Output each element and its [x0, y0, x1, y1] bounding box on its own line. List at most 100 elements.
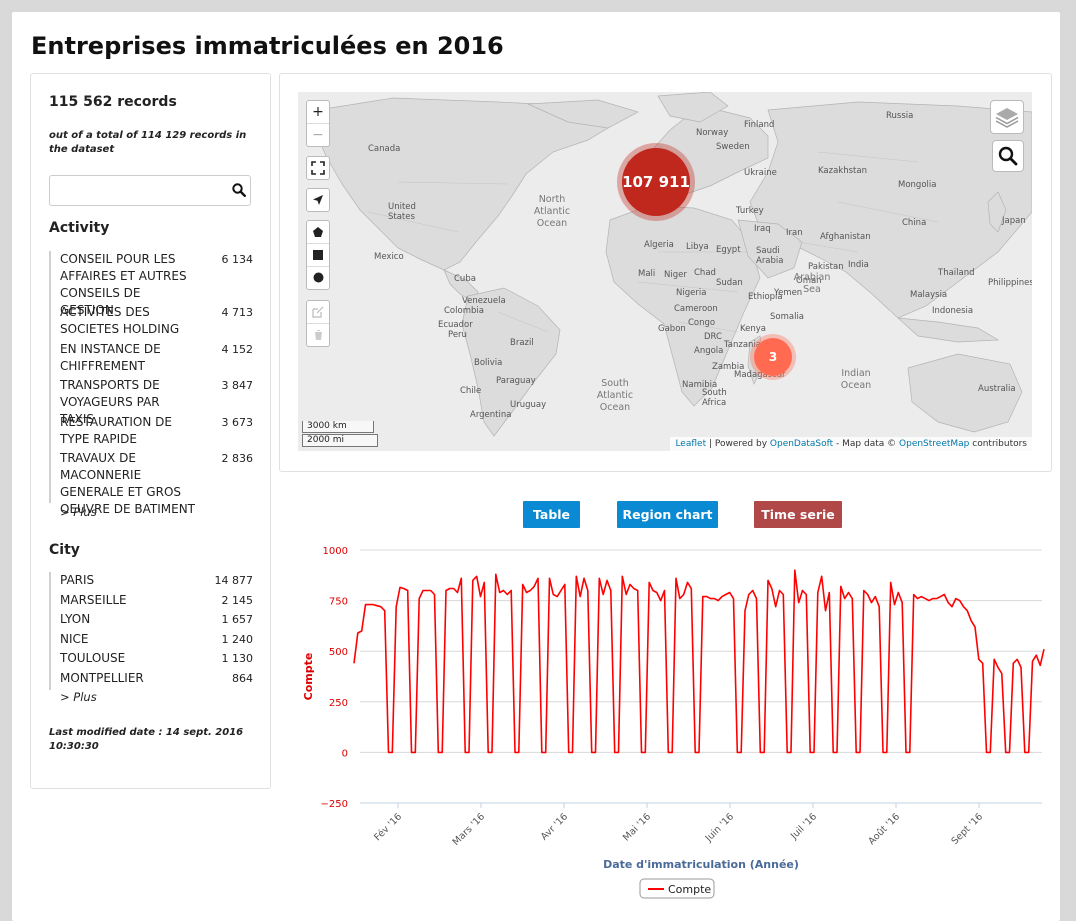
- search-icon: [998, 146, 1018, 166]
- facet-item[interactable]: TRAVAUX DE MACONNERIE GENERALE ET GROS O…: [51, 450, 253, 516]
- chart-ytick-label: 250: [329, 698, 348, 709]
- map-label: Malaysia: [910, 290, 948, 300]
- chart-series-line: [353, 569, 1045, 754]
- chart-ytick-label: −250: [321, 799, 348, 810]
- records-count: 115 562 records: [49, 94, 177, 110]
- filter-sidebar: 115 562 records out of a total of 114 12…: [30, 73, 271, 789]
- facet-count: 14 877: [214, 574, 254, 587]
- city-facet-title: City: [49, 542, 80, 558]
- map-label: Egypt: [716, 245, 741, 255]
- map-label: Madagascar: [734, 370, 786, 380]
- facet-item[interactable]: TRANSPORTS DE VOYAGEURS PAR TAXIS 3 847: [51, 377, 254, 426]
- table-button[interactable]: Table: [523, 501, 580, 528]
- chart-xlabel: Date d'immatriculation (Année): [603, 858, 799, 871]
- chart-xtick-label: Août '16: [866, 811, 902, 847]
- map-label: Canada: [368, 144, 401, 154]
- chart-xtick-label: Juil '16: [788, 811, 819, 842]
- chart-ytick-label: 1000: [323, 546, 348, 557]
- opendatasoft-link[interactable]: OpenDataSoft: [769, 439, 834, 449]
- facet-item[interactable]: MARSEILLE 2 145: [51, 592, 253, 612]
- map-label: Philippines: [988, 278, 1032, 288]
- map-label: Venezuela: [462, 296, 506, 306]
- facet-item[interactable]: TOULOUSE 1 130: [51, 650, 253, 670]
- map-label: Ethiopia: [748, 292, 783, 302]
- time-serie-button[interactable]: Time serie: [754, 501, 842, 528]
- map-label: Iraq: [754, 224, 771, 234]
- scale-mi: 2000 mi: [302, 434, 378, 447]
- city-more-link[interactable]: > Plus: [60, 690, 97, 704]
- facet-item[interactable]: EN INSTANCE DE CHIFFREMENT 4 152: [51, 341, 253, 377]
- search-field[interactable]: [54, 177, 228, 204]
- map-label: Niger: [664, 270, 687, 280]
- fullscreen-button[interactable]: [306, 156, 330, 180]
- map-label: Algeria: [644, 240, 674, 250]
- facet-count: 3 673: [221, 416, 254, 429]
- facet-item[interactable]: ACTIVITES DES SOCIETES HOLDING 4 713: [51, 304, 253, 341]
- map-label: Peru: [448, 330, 467, 340]
- search-icon[interactable]: [232, 182, 247, 201]
- draw-toolbar: [306, 220, 330, 290]
- map-label: South Africa: [702, 388, 727, 408]
- facet-count: 1 657: [221, 613, 254, 627]
- zoom-control: + −: [306, 100, 330, 147]
- map-label: Zambia: [712, 362, 745, 372]
- map-label: Thailand: [938, 268, 975, 278]
- facet-label: MONTPELLIER: [60, 670, 144, 685]
- zoom-out-button[interactable]: −: [312, 127, 324, 143]
- zoom-in-button[interactable]: +: [307, 101, 329, 124]
- chart-ytick-label: 500: [329, 647, 348, 658]
- facet-label: TRAVAUX DE MACONNERIE GENERALE ET GROS O…: [60, 451, 196, 516]
- map-label: DRC: [704, 332, 722, 342]
- map-label: Australia: [978, 384, 1016, 394]
- facet-count: 6 134: [221, 253, 254, 266]
- last-modified-date: Last modified date : 14 sept. 2016 10:30…: [49, 727, 244, 752]
- map-label: Saudi Arabia: [756, 246, 784, 266]
- map-label: Pakistan: [808, 262, 844, 272]
- region-chart-button[interactable]: Region chart: [617, 501, 718, 528]
- facet-count: 3 847: [221, 379, 254, 392]
- layers-icon: [995, 108, 1019, 128]
- chart-legend-label: Compte: [668, 883, 711, 896]
- edit-icon[interactable]: [307, 301, 329, 324]
- osm-link[interactable]: OpenStreetMap: [899, 439, 970, 449]
- facet-item[interactable]: RESTAURATION DE TYPE RAPIDE 3 673: [51, 414, 253, 450]
- facet-item[interactable]: CONSEIL POUR LES AFFAIRES ET AUTRES CONS…: [51, 251, 254, 317]
- map-label: Japan: [1002, 216, 1026, 226]
- facet-item[interactable]: NICE 1 240: [51, 631, 253, 651]
- facet-label: MARSEILLE: [60, 592, 127, 607]
- map-label: Norway: [696, 128, 729, 138]
- draw-circle-icon[interactable]: [307, 267, 329, 289]
- draw-rectangle-icon[interactable]: [307, 244, 329, 267]
- map-label: Finland: [744, 120, 775, 130]
- facet-item[interactable]: MONTPELLIER 864: [51, 670, 253, 690]
- fullscreen-icon: [307, 157, 329, 179]
- attribution-text: | Powered by: [706, 439, 770, 449]
- map-label: Cameroon: [674, 304, 718, 314]
- map-label: China: [902, 218, 927, 228]
- map-label: Nigeria: [676, 288, 707, 298]
- map-label: Russia: [886, 111, 914, 121]
- map-cluster-marker[interactable]: 3: [754, 338, 792, 376]
- map-label: Libya: [686, 242, 709, 252]
- locate-button[interactable]: [306, 188, 330, 212]
- map-search-button[interactable]: [992, 140, 1024, 172]
- map-view[interactable]: Russia Canada United States Mexico Venez…: [298, 92, 1032, 451]
- facet-label: TRANSPORTS DE VOYAGEURS PAR TAXIS: [60, 378, 160, 426]
- ocean-label: Indian Ocean: [840, 368, 872, 391]
- time-series-chart: 1000 750 500 250 0 −250 Compte Fév '16 Mars '16 A…: [302, 546, 1045, 899]
- edit-toolbar: [306, 300, 330, 347]
- page-title: Entreprises immatriculées en 2016: [31, 32, 504, 60]
- map-cluster-marker[interactable]: 107 911: [622, 148, 690, 216]
- facet-item[interactable]: LYON 1 657: [51, 611, 253, 631]
- facet-label: TOULOUSE: [60, 651, 126, 666]
- facet-item[interactable]: PARIS 14 877: [51, 572, 253, 592]
- layers-button[interactable]: [990, 100, 1024, 134]
- delete-icon[interactable]: [307, 324, 329, 346]
- activity-more-link[interactable]: > Plus: [60, 505, 97, 519]
- leaflet-link[interactable]: Leaflet: [675, 439, 707, 449]
- draw-polygon-icon[interactable]: [307, 221, 329, 244]
- map-label: Namibia: [682, 380, 718, 390]
- search-input[interactable]: [49, 175, 251, 206]
- map-label: Indonesia: [932, 306, 974, 316]
- facet-label: CONSEIL POUR LES AFFAIRES ET AUTRES CONS…: [60, 252, 187, 317]
